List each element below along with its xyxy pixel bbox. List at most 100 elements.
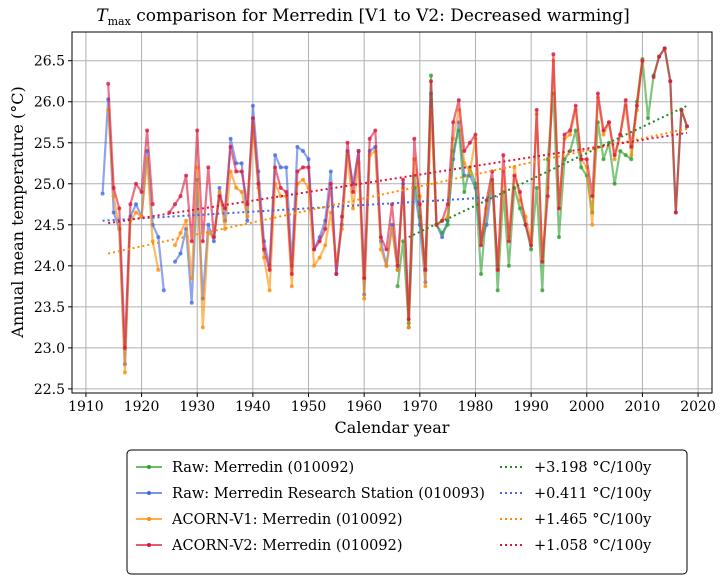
data-point	[651, 75, 656, 80]
data-point	[534, 185, 539, 190]
data-point	[473, 181, 478, 186]
data-point	[245, 218, 250, 223]
x-tick-label: 1990	[513, 399, 549, 415]
data-point	[557, 206, 561, 211]
data-point	[289, 272, 294, 276]
data-point	[417, 202, 422, 207]
data-point	[506, 263, 511, 268]
data-point	[512, 173, 517, 178]
data-point	[206, 165, 211, 170]
data-point	[295, 144, 300, 149]
data-point	[328, 169, 333, 174]
data-point	[150, 202, 155, 207]
data-point	[284, 165, 289, 170]
data-point	[551, 52, 556, 57]
legend-label: ACORN-V2: Merredin (010092)	[171, 538, 403, 554]
data-point	[161, 288, 166, 293]
data-point	[607, 120, 611, 125]
data-point	[323, 226, 328, 231]
title-subscript: max	[108, 15, 132, 28]
data-point	[250, 103, 255, 108]
y-tick-label: 26.5	[34, 54, 65, 70]
legend-trend-label: +0.411 °C/100y	[534, 486, 652, 502]
data-point	[495, 288, 500, 293]
data-point	[612, 153, 617, 158]
data-point	[351, 206, 355, 211]
data-point	[573, 128, 578, 133]
data-point	[601, 157, 606, 162]
data-point	[189, 276, 194, 281]
data-point	[339, 214, 344, 219]
data-point	[189, 239, 194, 244]
data-point	[200, 239, 205, 244]
data-point	[590, 194, 595, 199]
data-point	[657, 54, 662, 59]
data-point	[568, 128, 573, 133]
data-point	[273, 165, 278, 170]
data-point	[529, 243, 534, 248]
data-point	[239, 190, 244, 194]
data-point	[312, 263, 317, 268]
data-point	[306, 157, 311, 162]
data-point	[440, 231, 445, 235]
data-point	[278, 165, 283, 170]
data-point	[395, 284, 400, 289]
data-point	[378, 235, 383, 240]
data-point	[534, 107, 539, 112]
data-point	[668, 79, 673, 84]
data-point	[540, 288, 545, 293]
legend-label: Raw: Merredin Research Station (010093)	[172, 486, 485, 502]
data-point	[445, 222, 450, 227]
y-tick-label: 26.0	[34, 95, 65, 111]
data-point	[317, 239, 322, 244]
data-point	[479, 243, 483, 248]
data-point	[239, 161, 244, 166]
plot-frame	[71, 31, 713, 394]
legend-marker	[147, 491, 151, 495]
y-axis-label: Annual mean temperature (°C)	[8, 86, 27, 338]
data-point	[195, 128, 200, 133]
data-point	[395, 263, 400, 268]
data-point	[178, 194, 183, 199]
data-point	[301, 177, 305, 182]
data-point	[623, 153, 628, 158]
trend-line-0	[408, 104, 688, 239]
trend-line-2	[107, 127, 688, 255]
data-point	[412, 136, 417, 141]
data-point	[629, 153, 634, 158]
data-point	[273, 153, 278, 158]
data-point	[390, 226, 394, 231]
data-point	[367, 136, 372, 141]
data-point	[518, 206, 522, 211]
x-axis-label: Calendar year	[335, 418, 450, 437]
data-point	[523, 222, 528, 227]
data-point	[595, 91, 600, 96]
data-point	[362, 276, 367, 281]
data-point	[629, 157, 634, 162]
data-point	[562, 132, 567, 137]
x-tick-label: 1970	[402, 399, 438, 415]
data-point	[284, 190, 289, 194]
data-point	[289, 284, 294, 289]
x-tick-label: 1940	[235, 399, 271, 415]
data-point	[401, 177, 406, 182]
series-line	[396, 47, 689, 325]
data-point	[495, 267, 500, 272]
data-point	[178, 251, 183, 256]
data-point	[156, 267, 161, 272]
data-point	[467, 140, 472, 145]
data-point	[250, 116, 255, 121]
data-point	[529, 247, 534, 252]
data-point	[122, 345, 127, 350]
series-line	[168, 53, 644, 321]
legend-box	[126, 449, 688, 575]
data-point	[278, 185, 283, 190]
x-tick-label: 2020	[680, 399, 716, 415]
data-point	[462, 161, 467, 166]
data-point	[245, 214, 250, 219]
data-point	[590, 222, 595, 227]
data-point	[228, 144, 233, 149]
data-point	[173, 243, 177, 248]
data-point	[111, 210, 116, 215]
data-point	[122, 370, 127, 375]
